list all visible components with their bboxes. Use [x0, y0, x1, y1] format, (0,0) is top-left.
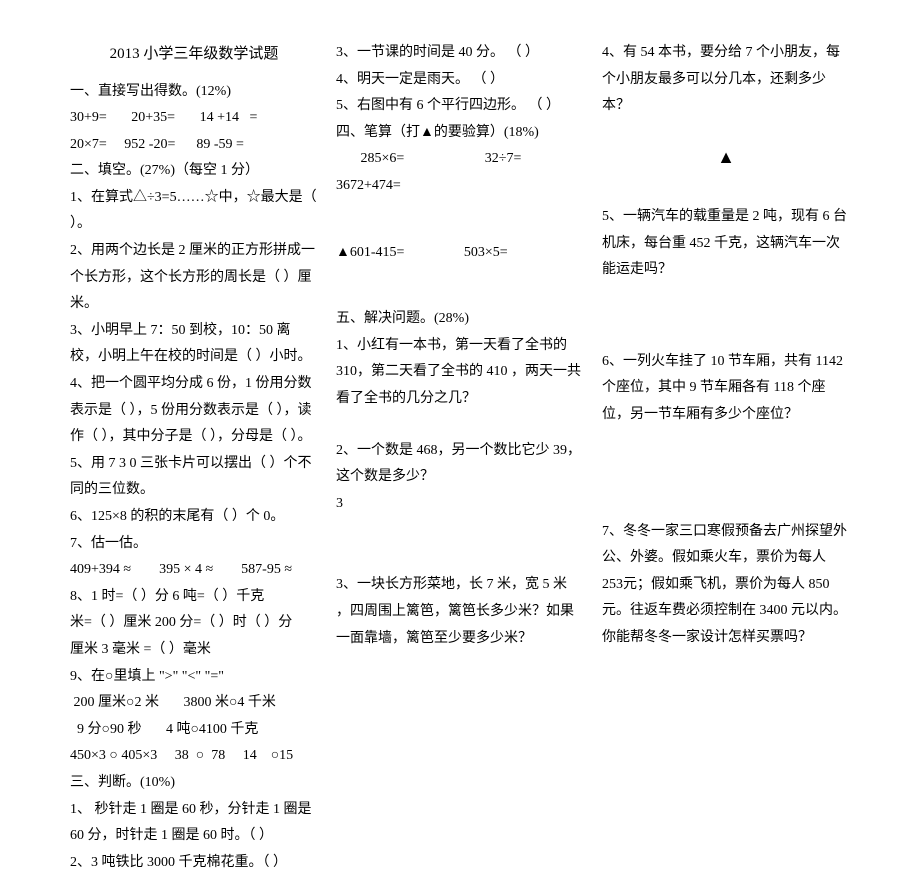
word-q6: 6、一列火车挂了 10 节车厢，共有 1142 个座位，其中 9 节车厢各有 1… [602, 349, 850, 429]
judge-q5: 5、右图中有 6 个平行四边形。 （ ） [336, 93, 584, 120]
fill-q9d: 450×3 ○ 405×3 38 ○ 78 14 ○15 [70, 743, 318, 770]
judge-q2: 2、3 吨铁比 3000 千克棉花重。（ ） [70, 850, 318, 876]
fill-q7: 7、估一估。 [70, 531, 318, 558]
section5-header: 五、解决问题。(28%) [336, 306, 584, 333]
spacer-7 [602, 429, 850, 519]
fill-q8c: 厘米 3 毫米 =（ ）毫米 [70, 637, 318, 664]
fill-q7a: 409+394 ≈ 395 × 4 ≈ 587-95 ≈ [70, 557, 318, 584]
section2-header: 二、填空。(27%)（每空 1 分） [70, 158, 318, 185]
fill-q9c: 9 分○90 秒 4 吨○4100 千克 [70, 717, 318, 744]
eq-row-2: 20×7= 952 -20= 89 -59 = [70, 132, 318, 159]
spacer-5 [602, 194, 850, 204]
fill-q4: 4、把一个圆平均分成 6 份，1 份用分数表示是（ ），5 份用分数表示是（ ）… [70, 371, 318, 451]
column-3: 4、有 54 本书，要分给 7 个小朋友，每个小朋友最多可以分几本，还剩多少本？… [602, 40, 850, 621]
calc-row-3: ▲601-415= 503×5= [336, 240, 584, 267]
column-2: 3、一节课的时间是 40 分。 （ ） 4、明天一定是雨天。 （ ） 5、右图中… [336, 40, 584, 621]
section1-header: 一、直接写出得数。(12%) [70, 79, 318, 106]
calc-row-1: 285×6= 32÷7= [336, 146, 584, 173]
calc-row-2: 3672+474= [336, 173, 584, 200]
word-q3: 3、一块长方形菜地，长 7 米，宽 5 米 ，四周围上篱笆，篱笆长多少米？如果一… [336, 572, 584, 652]
word-q1: 1、小红有一本书，第一天看了全书的310，第二天看了全书的 410 ，两天一共看… [336, 333, 584, 413]
fill-q8a: 8、1 时=（ ）分 6 吨=（ ）千克 [70, 584, 318, 611]
spacer-2 [336, 266, 584, 306]
section4-header: 四、笔算（打▲的要验算）(18%) [336, 120, 584, 147]
section3-header: 三、判断。(10%) [70, 770, 318, 797]
word-q5: 5、一辆汽车的载重量是 2 吨，现有 6 台机床，每台重 452 千克，这辆汽车… [602, 204, 850, 284]
judge-q1: 1、 秒针走 1 圈是 60 秒，分针走 1 圈是 60 分，时针走 1 圈是 … [70, 797, 318, 850]
column-1: 2013 小学三年级数学试题 一、直接写出得数。(12%) 30+9= 20+3… [70, 40, 318, 621]
word-q7: 7、冬冬一家三口寒假预备去广州探望外公、外婆。假如乘火车，票价为每人 253元；… [602, 519, 850, 652]
fill-q8b: 米=（ ）厘米 200 分=（ ）时（ ）分 [70, 610, 318, 637]
word-q2a: 3 [336, 491, 584, 518]
word-q2: 2、一个数是 468，另一个数比它少 39，这个数是多少？ [336, 438, 584, 491]
exam-title: 2013 小学三年级数学试题 [70, 40, 318, 69]
fill-q2: 2、用两个边长是 2 厘米的正方形拼成一个长方形，这个长方形的周长是（ ）厘米。 [70, 238, 318, 318]
fill-q1: 1、在算式△÷3=5……☆中，☆最大是（ ）。 [70, 185, 318, 238]
spacer-4 [336, 517, 584, 572]
word-q4: 4、有 54 本书，要分给 7 个小朋友，每个小朋友最多可以分几本，还剩多少本？ [602, 40, 850, 120]
fill-q9b: 200 厘米○2 米 3800 米○4 千米 [70, 690, 318, 717]
spacer-6 [602, 284, 850, 349]
spacer-3 [336, 413, 584, 438]
fill-q9a: 9、在○里填上 ">" "<" "=" [70, 664, 318, 691]
judge-q4: 4、明天一定是雨天。 （ ） [336, 67, 584, 94]
fill-q6: 6、125×8 的积的末尾有（ ）个 0。 [70, 504, 318, 531]
fill-q5: 5、用 7 3 0 三张卡片可以摆出（ ）个不同的三位数。 [70, 451, 318, 504]
eq-row-1: 30+9= 20+35= 14 +14 = [70, 105, 318, 132]
spacer-1 [336, 200, 584, 240]
judge-q3: 3、一节课的时间是 40 分。 （ ） [336, 40, 584, 67]
triangle-mark: ▲ [602, 140, 850, 174]
fill-q3: 3、小明早上 7：50 到校，10：50 离校，小明上午在校的时间是（ ）小时。 [70, 318, 318, 371]
